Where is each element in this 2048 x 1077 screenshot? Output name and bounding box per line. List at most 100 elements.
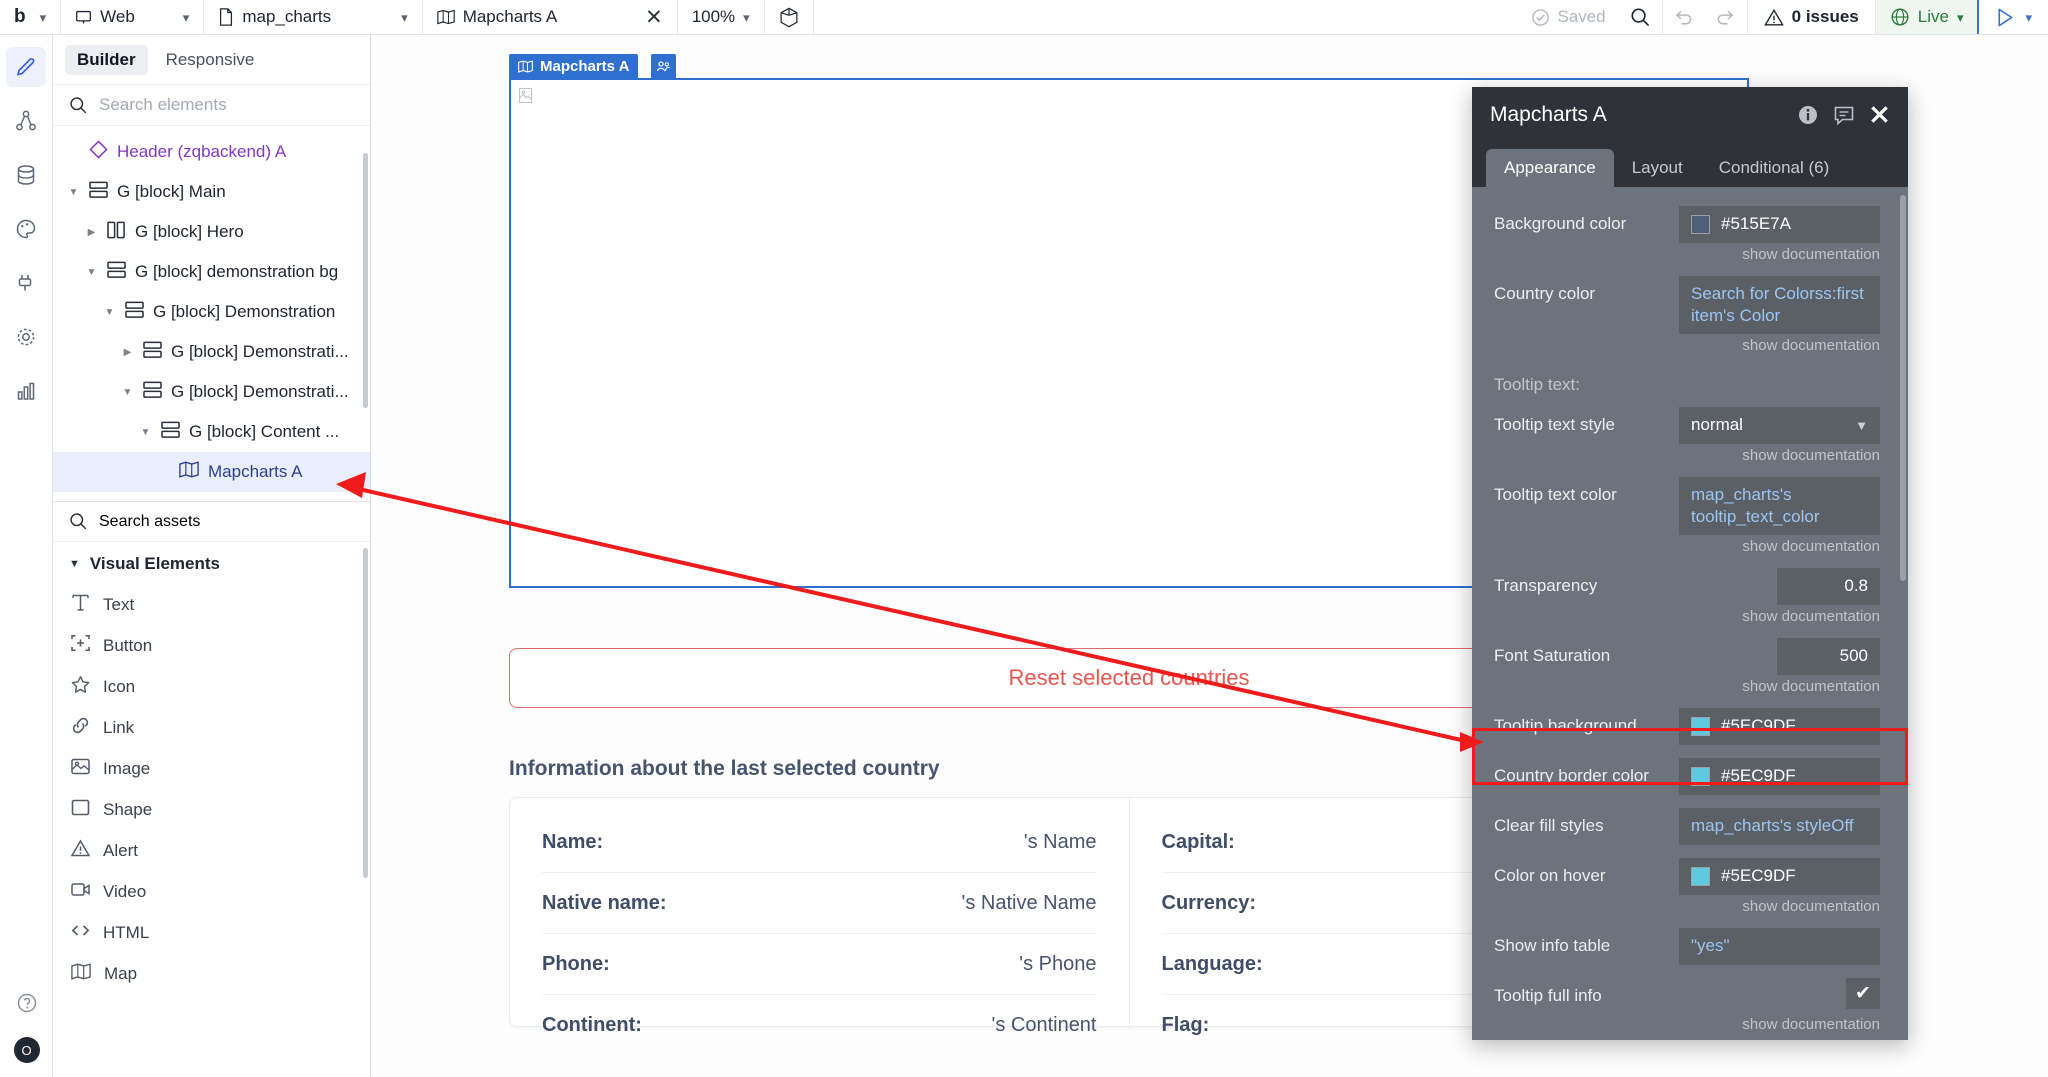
property-dynamic-value[interactable]: map_charts's styleOff xyxy=(1679,807,1880,845)
show-documentation-link[interactable]: show documentation xyxy=(1742,677,1880,695)
property-color-input[interactable]: #5EC9DF xyxy=(1679,707,1880,745)
color-swatch[interactable] xyxy=(1691,716,1710,736)
tree-item[interactable]: ▼ G [block] Demonstration xyxy=(53,292,370,332)
element-tab[interactable]: Mapcharts A ✕ xyxy=(423,0,678,34)
tree-item[interactable]: ▶ G [block] Hero xyxy=(53,212,370,252)
search-assets-input[interactable]: Search assets xyxy=(99,512,201,530)
caret-down-icon[interactable]: ▼ xyxy=(140,426,151,438)
rail-plugins-button[interactable] xyxy=(6,263,46,303)
asset-item-alert[interactable]: Alert xyxy=(53,830,370,871)
caret-down-icon[interactable]: ▼ xyxy=(86,266,97,278)
asset-item-video[interactable]: Video xyxy=(53,871,370,912)
search-elements-row[interactable]: Search elements xyxy=(53,85,370,126)
info-key: Capital: xyxy=(1161,830,1235,853)
live-selector[interactable]: Live ▾ xyxy=(1874,0,1978,34)
property-color-input[interactable]: #515E7A xyxy=(1679,205,1880,243)
rail-settings-button[interactable] xyxy=(6,317,46,357)
rail-help-button[interactable] xyxy=(7,983,47,1023)
rail-design-button[interactable] xyxy=(6,47,46,87)
rail-logs-button[interactable] xyxy=(6,371,46,411)
caret-down-icon[interactable]: ▼ xyxy=(68,186,79,198)
info-icon[interactable] xyxy=(1797,104,1819,126)
tree-item[interactable]: ▼ G [block] Demonstrati... xyxy=(53,372,370,412)
selected-element-badge[interactable]: Mapcharts A xyxy=(509,54,639,78)
assets-scrollbar[interactable] xyxy=(363,548,368,878)
asset-item-link[interactable]: Link xyxy=(53,707,370,748)
asset-item-text[interactable]: Text xyxy=(53,584,370,625)
property-number-input[interactable]: 0.8 xyxy=(1777,567,1880,605)
property-color-input[interactable]: #5EC9DF xyxy=(1679,757,1880,795)
tree-item[interactable]: ▶ Button Reset s... xyxy=(53,492,370,501)
property-dynamic-value[interactable]: Search for Colorss:first item's Color xyxy=(1679,275,1880,334)
color-swatch[interactable] xyxy=(1691,214,1710,234)
issues-button[interactable]: 0 issues xyxy=(1746,0,1875,34)
tab-layout[interactable]: Layout xyxy=(1631,157,1683,177)
rail-workflow-button[interactable] xyxy=(6,101,46,141)
tree-item[interactable]: ▼ G [block] Main xyxy=(53,172,370,212)
show-documentation-link[interactable]: show documentation xyxy=(1742,245,1880,263)
chevron-down-icon[interactable]: ▾ xyxy=(2025,9,2032,25)
property-number-input[interactable]: 500 xyxy=(1777,637,1880,675)
search-assets-row[interactable]: Search assets xyxy=(53,501,370,542)
show-documentation-link[interactable]: show documentation xyxy=(1742,336,1880,354)
caret-down-icon[interactable]: ▼ xyxy=(104,306,115,318)
button-icon xyxy=(179,501,198,502)
user-avatar[interactable]: O xyxy=(13,1037,40,1063)
search-button[interactable] xyxy=(1620,0,1662,34)
app-logo-menu[interactable]: b ▾ xyxy=(0,0,62,34)
show-documentation-link[interactable]: show documentation xyxy=(1742,1015,1880,1033)
undo-button[interactable] xyxy=(1663,0,1705,34)
close-icon[interactable]: ✕ xyxy=(645,5,663,29)
asset-item-shape[interactable]: Shape xyxy=(53,789,370,830)
undo-icon xyxy=(1675,10,1692,25)
property-row-country-color: Country color Search for Colorss:first it… xyxy=(1472,271,1908,334)
asset-item-icon[interactable]: Icon xyxy=(53,666,370,707)
search-elements-input[interactable]: Search elements xyxy=(99,95,227,114)
preview-3d-button[interactable] xyxy=(765,0,814,34)
comment-icon[interactable] xyxy=(1833,104,1855,126)
property-dynamic-value[interactable]: map_charts's tooltip_text_color xyxy=(1679,476,1880,535)
asset-item-button[interactable]: Button xyxy=(53,625,370,666)
redo-button[interactable] xyxy=(1705,0,1747,34)
element-group-button[interactable] xyxy=(651,54,676,78)
close-icon[interactable] xyxy=(1869,104,1890,125)
rail-database-button[interactable] xyxy=(6,155,46,195)
caret-right-icon[interactable]: ▶ xyxy=(87,226,96,238)
show-documentation-link[interactable]: show documentation xyxy=(1742,446,1880,464)
rail-styles-button[interactable] xyxy=(6,209,46,249)
asset-item-html[interactable]: HTML xyxy=(53,912,370,953)
tree-item-selected[interactable]: ▶ Mapcharts A xyxy=(53,452,370,492)
color-swatch[interactable] xyxy=(1691,866,1710,886)
property-label: Tooltip text color xyxy=(1494,484,1617,504)
property-select[interactable]: normal ▼ xyxy=(1679,406,1880,444)
asset-item-map[interactable]: Map xyxy=(53,953,370,994)
zoom-selector[interactable]: 100% ▾ xyxy=(678,0,765,34)
page-selector[interactable]: map_charts ▾ xyxy=(204,0,423,34)
show-documentation-link[interactable]: show documentation xyxy=(1742,537,1880,555)
properties-scrollbar[interactable] xyxy=(1900,194,1906,581)
tree-scrollbar[interactable] xyxy=(363,153,368,408)
element-tree[interactable]: ▶Header (zqbackend) A▼ G [block] Main▶ G… xyxy=(53,126,370,501)
show-documentation-link[interactable]: show documentation xyxy=(1742,607,1880,625)
assets-group-header[interactable]: ▼ Visual Elements xyxy=(53,542,370,584)
property-checkbox[interactable]: ✔ xyxy=(1846,977,1880,1009)
tab-builder[interactable]: Builder xyxy=(65,45,148,75)
property-color-input[interactable]: #5EC9DF xyxy=(1679,857,1880,895)
property-dynamic-value[interactable]: "yes" xyxy=(1679,927,1880,965)
properties-panel: Mapcharts A Appearance Layout Conditiona… xyxy=(1472,87,1908,1040)
platform-selector[interactable]: Web ▾ xyxy=(61,0,205,34)
caret-down-icon[interactable]: ▼ xyxy=(122,386,133,398)
tree-item[interactable]: ▶Header (zqbackend) A xyxy=(53,132,370,172)
tab-conditional[interactable]: Conditional (6) xyxy=(1718,157,1830,177)
tree-item[interactable]: ▶ G [block] Demonstrati... xyxy=(53,332,370,372)
tab-responsive[interactable]: Responsive xyxy=(165,50,255,69)
tree-item[interactable]: ▼ G [block] demonstration bg xyxy=(53,252,370,292)
shape-icon xyxy=(71,799,90,815)
run-group[interactable]: ▾ xyxy=(1977,0,2048,34)
asset-item-image[interactable]: Image xyxy=(53,748,370,789)
caret-right-icon[interactable]: ▶ xyxy=(123,346,132,358)
tree-item[interactable]: ▼ G [block] Content ... xyxy=(53,412,370,452)
show-documentation-link[interactable]: show documentation xyxy=(1742,897,1880,915)
tab-appearance[interactable]: Appearance xyxy=(1486,148,1614,187)
color-swatch[interactable] xyxy=(1691,766,1710,786)
